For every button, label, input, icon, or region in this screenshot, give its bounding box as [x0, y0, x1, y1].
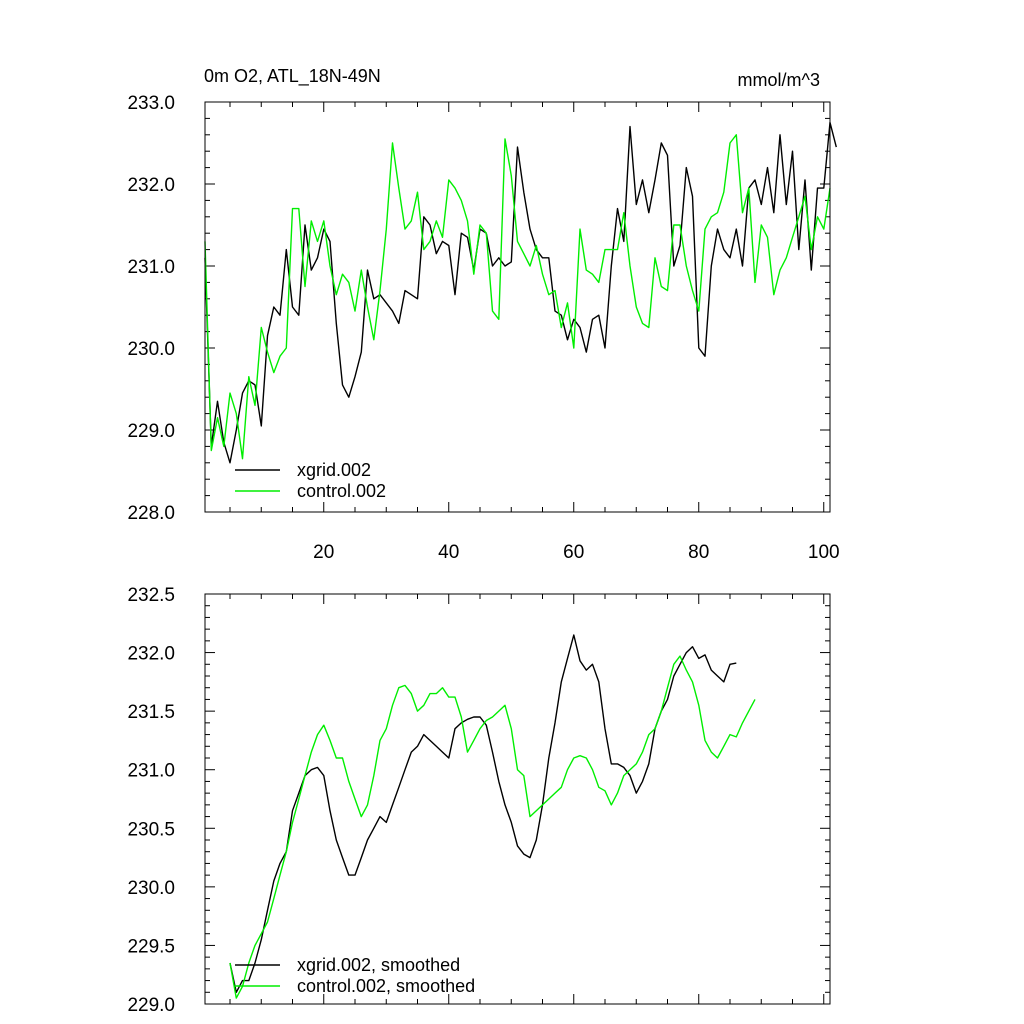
- legend-label-0: xgrid.002, smoothed: [297, 955, 460, 975]
- legend-label-0: xgrid.002: [297, 460, 371, 480]
- plot-frame: [204, 593, 831, 1005]
- y-tick-label: 230.5: [127, 819, 175, 840]
- y-tick-label: 230.0: [127, 339, 175, 360]
- series-line-1: [204, 134, 831, 460]
- y-tick-label: 229.0: [127, 995, 175, 1016]
- x-tick-label: 60: [563, 542, 584, 563]
- x-tick-label: 40: [438, 542, 459, 563]
- top-chart-panel: 0m O2, ATL_18N-49N mmol/m^3 20 40 60 80 100 2…: [127, 66, 839, 563]
- y-tick-label: 229.5: [127, 936, 175, 957]
- legend-label-1: control.002: [297, 481, 386, 501]
- x-tick-label: 100: [808, 542, 840, 563]
- series-line-0: [229, 634, 737, 993]
- y-tick-label: 229.0: [127, 421, 175, 442]
- units-label: mmol/m^3: [738, 70, 820, 90]
- y-tick-label: 231.0: [127, 761, 175, 782]
- chart-title: 0m O2, ATL_18N-49N: [204, 66, 381, 87]
- y-tick-label: 233.0: [127, 93, 175, 114]
- y-tick-label: 231.0: [127, 257, 175, 278]
- series-line-1: [229, 655, 756, 999]
- plot-frame: [204, 101, 831, 513]
- bottom-chart-panel: 229.0 229.5 230.0 230.5 231.0 231.5 232.0 232.5…: [127, 585, 831, 1016]
- y-tick-label: 230.0: [127, 878, 175, 899]
- legend-label-1: control.002, smoothed: [297, 976, 475, 996]
- y-tick-label: 232.0: [127, 644, 175, 665]
- x-tick-label: 80: [688, 542, 709, 563]
- x-tick-label: 20: [313, 542, 334, 563]
- y-tick-label: 231.5: [127, 702, 175, 723]
- y-tick-label: 232.0: [127, 175, 175, 196]
- y-tick-label: 228.0: [127, 503, 175, 524]
- series-line-0: [204, 121, 837, 464]
- y-tick-label: 232.5: [127, 585, 175, 606]
